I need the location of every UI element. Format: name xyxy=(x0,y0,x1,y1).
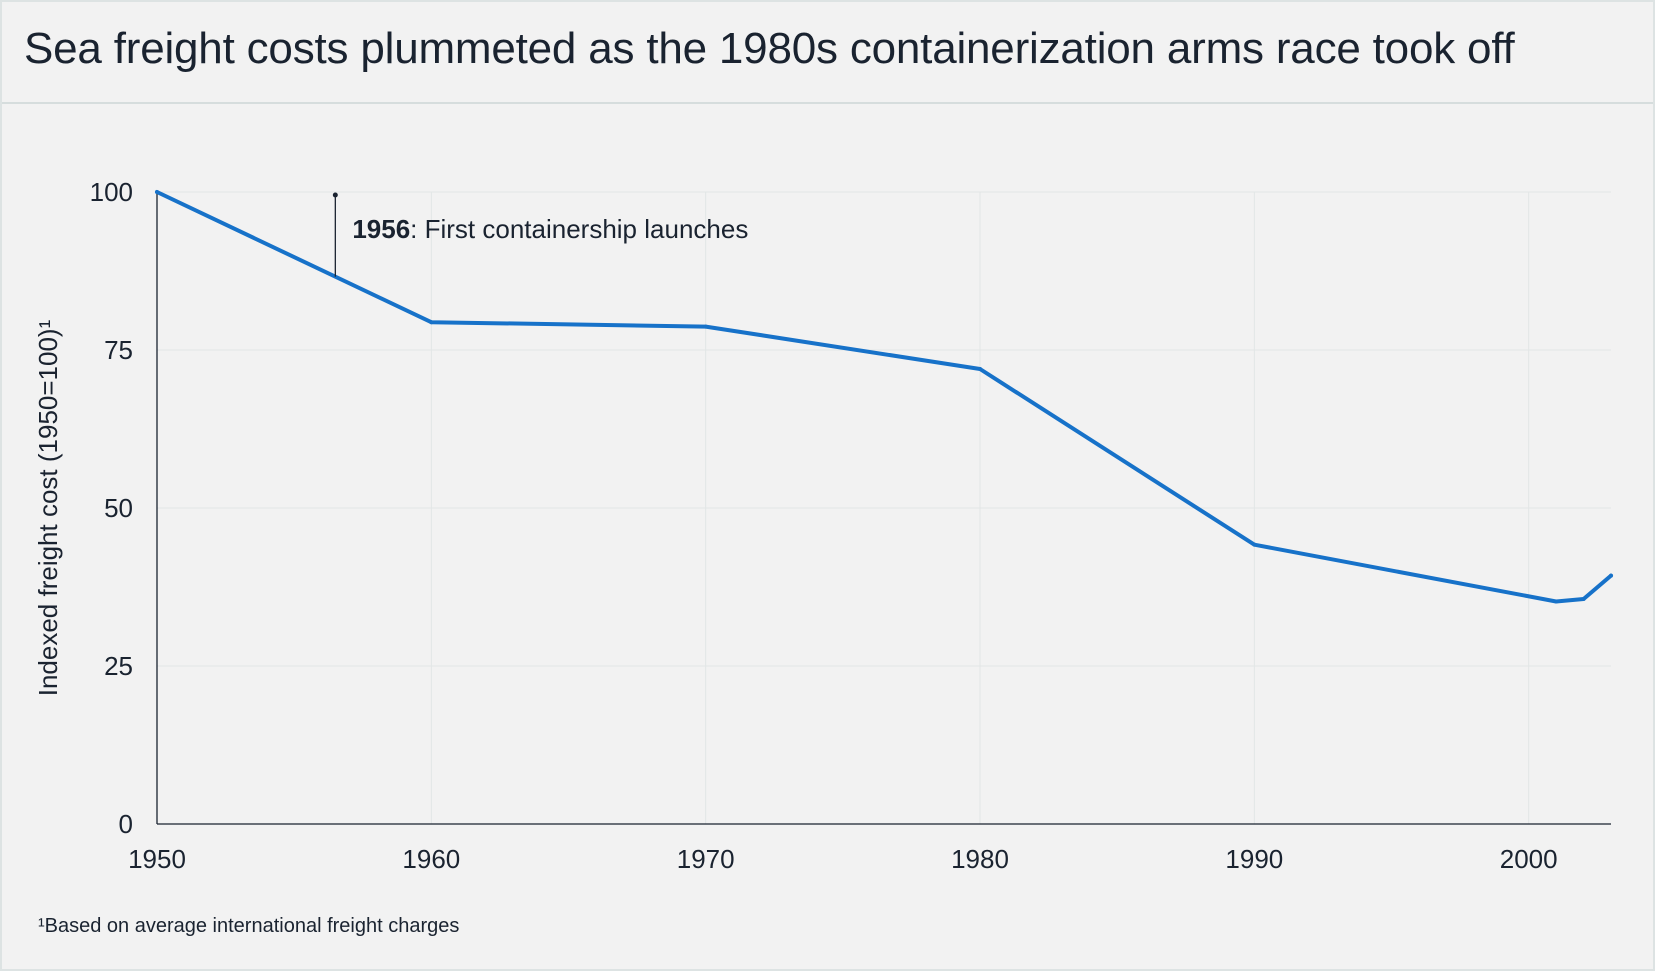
annotation-label: 1956: First containership launches xyxy=(352,214,748,244)
grid-lines xyxy=(157,191,1611,824)
y-tick-label: 100 xyxy=(90,177,133,207)
y-tick-label: 75 xyxy=(104,335,133,365)
annotation-year: 1956 xyxy=(352,214,410,244)
x-tick-label: 1990 xyxy=(1225,844,1283,874)
series-layer xyxy=(155,190,1613,604)
y-tick-label: 25 xyxy=(104,651,133,681)
series-line xyxy=(155,190,1613,604)
chart-title: Sea freight costs plummeted as the 1980s… xyxy=(24,24,1515,73)
data-point xyxy=(1581,597,1586,602)
x-tick-label: 1980 xyxy=(951,844,1009,874)
axes xyxy=(156,192,1611,825)
data-point xyxy=(429,320,434,325)
x-tick-label: 1970 xyxy=(677,844,735,874)
y-axis-label: Indexed freight cost (1950=100)¹ xyxy=(33,319,63,696)
x-tick-label: 1960 xyxy=(402,844,460,874)
x-tick-label: 1950 xyxy=(128,844,186,874)
annotation-dot xyxy=(332,192,338,198)
data-point xyxy=(1252,542,1257,547)
y-tick-label: 0 xyxy=(119,809,133,839)
title-bar: Sea freight costs plummeted as the 1980s… xyxy=(2,2,1653,104)
annotation-text: : First containership launches xyxy=(410,214,748,244)
data-point xyxy=(1554,599,1559,604)
x-tick-label: 2000 xyxy=(1500,844,1558,874)
data-point xyxy=(155,190,159,194)
data-point xyxy=(1609,573,1613,578)
data-point xyxy=(703,324,708,329)
axis-labels: 0 25 50 75 100 1950 1960 1970 1980 1990 2000 Indexe… xyxy=(33,177,1558,874)
y-tick-label: 50 xyxy=(104,493,133,523)
annotations: 1956: First containership launches xyxy=(332,192,748,277)
footnote: ¹Based on average international freight … xyxy=(38,915,460,937)
data-point xyxy=(978,366,983,371)
